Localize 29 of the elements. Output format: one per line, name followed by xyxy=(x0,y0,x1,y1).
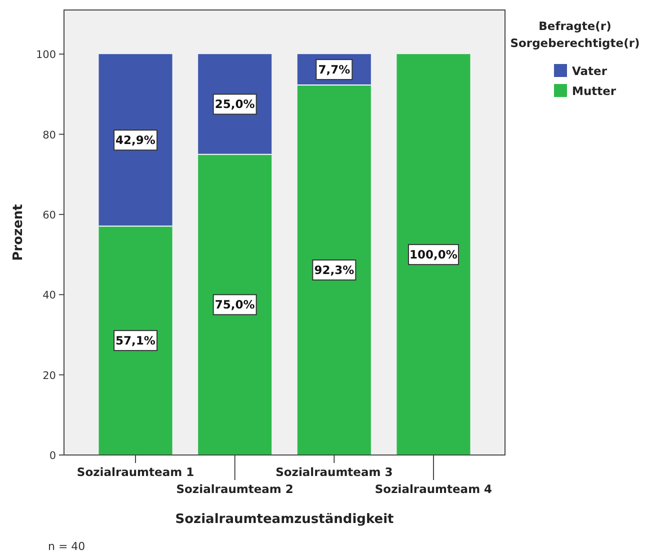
legend-title: Befragte(r) Sorgeberechtigte(r) xyxy=(510,19,640,50)
y-tick-label: 100 xyxy=(36,49,56,62)
bar xyxy=(198,54,272,154)
text: n = 40 xyxy=(48,540,86,553)
data-label: 7,7% xyxy=(318,62,351,77)
data-label: 25,0% xyxy=(214,97,256,112)
legend-label: Vater xyxy=(572,64,608,78)
bar xyxy=(98,226,172,455)
x-tick-label: Sozialraumteam 3 xyxy=(276,465,393,479)
data-label: 75,0% xyxy=(214,298,256,312)
bar xyxy=(297,84,371,455)
bar xyxy=(98,54,172,226)
x-tick-label: Sozialraumteam 2 xyxy=(176,482,294,496)
data-label: 100,0% xyxy=(410,248,458,262)
y-tick-label: 80 xyxy=(42,129,56,142)
x-axis-title: Sozialraumteamzuständigkeit xyxy=(175,512,394,527)
x-tick-label: Sozialraumteam 1 xyxy=(76,465,194,479)
legend-label: Mutter xyxy=(572,84,616,98)
x-tick-label: Sozialraumteam 4 xyxy=(374,482,492,496)
data-label: 42,9% xyxy=(116,133,156,148)
y-tick-label: 0 xyxy=(49,450,56,462)
y-tick-label: 60 xyxy=(42,209,56,222)
data-label: 57,1% xyxy=(116,334,156,348)
y-tick-label: 20 xyxy=(42,370,56,382)
data-label: 92,3% xyxy=(314,262,355,277)
bar xyxy=(198,154,272,455)
y-tick-label: 40 xyxy=(42,290,56,302)
y-axis-title: Prozent xyxy=(11,204,26,261)
bar xyxy=(396,54,470,455)
